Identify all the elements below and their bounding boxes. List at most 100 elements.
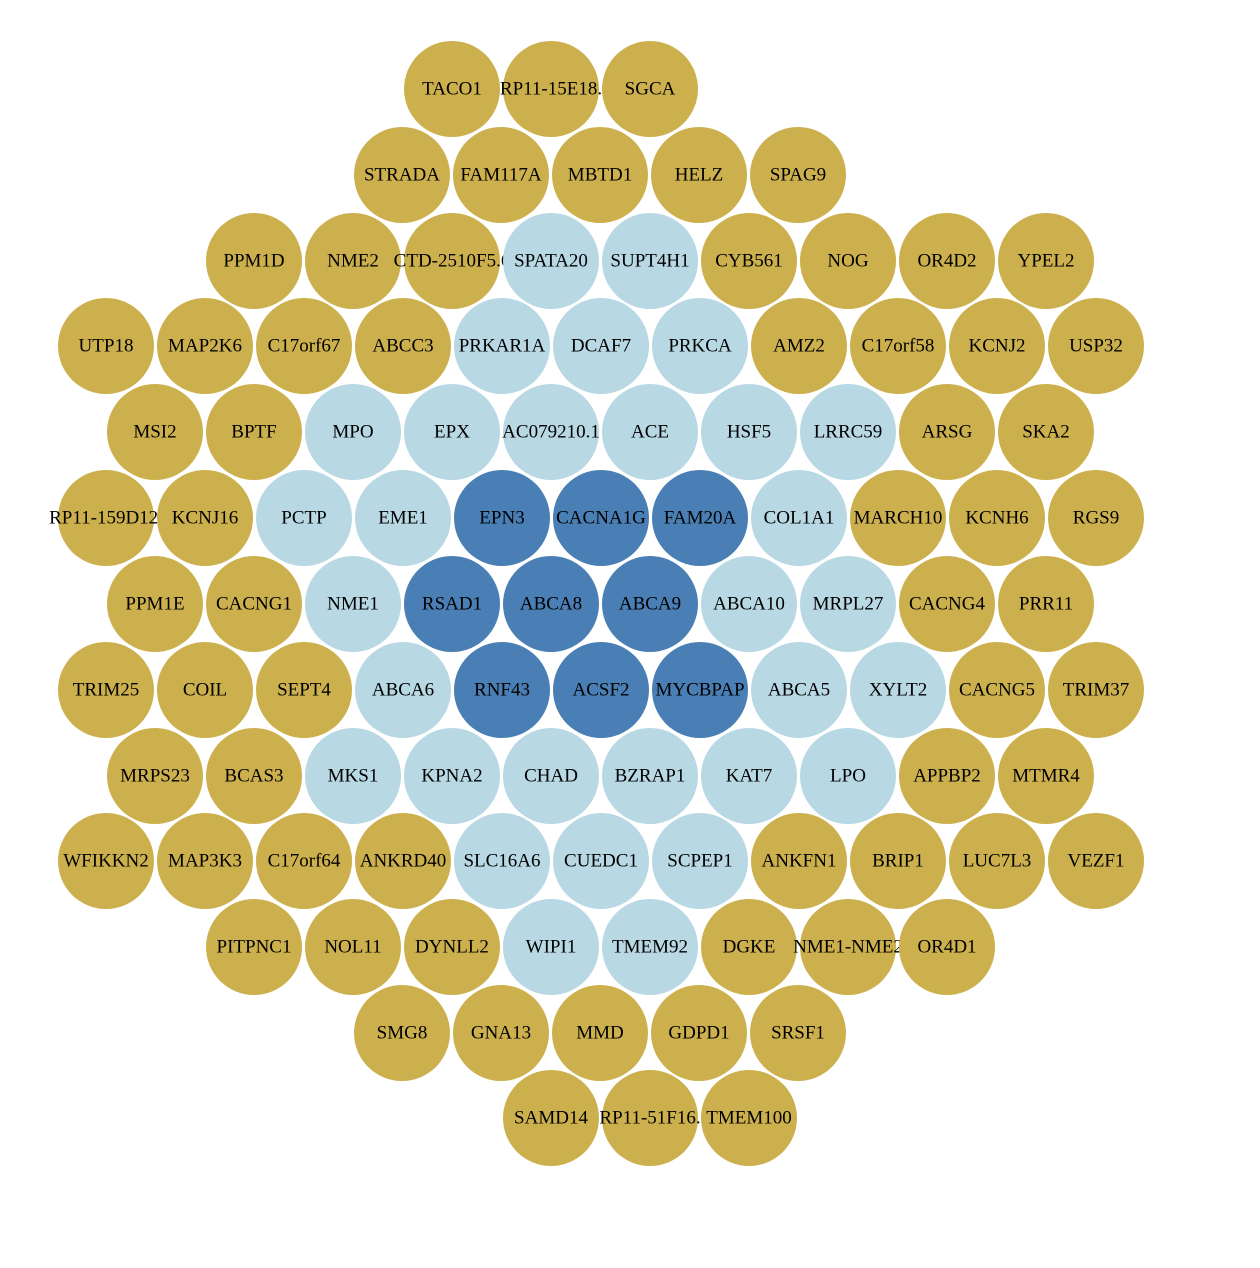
gene-node: KCNJ2 <box>949 298 1045 394</box>
gene-node-label: KPNA2 <box>421 766 482 787</box>
gene-node: ACSF2 <box>553 642 649 738</box>
gene-node: ABCA5 <box>751 642 847 738</box>
gene-node: CUEDC1 <box>553 813 649 909</box>
gene-node-circle <box>998 384 1094 480</box>
gene-node: ARSG <box>899 384 995 480</box>
gene-node-circle <box>305 384 401 480</box>
gene-node-label: ARSG <box>922 422 973 443</box>
gene-node-circle <box>58 470 154 566</box>
gene-node: BCAS3 <box>206 728 302 824</box>
gene-node-circle <box>354 985 450 1081</box>
gene-node: EPX <box>404 384 500 480</box>
gene-node-circle <box>503 556 599 652</box>
gene-node-circle <box>454 813 550 909</box>
gene-node: MSI2 <box>107 384 203 480</box>
gene-node-label: COL1A1 <box>764 508 835 529</box>
gene-node: KCNJ16 <box>157 470 253 566</box>
gene-node-label: XYLT2 <box>869 680 927 701</box>
gene-node: ABCA6 <box>355 642 451 738</box>
gene-node-circle <box>305 899 401 995</box>
gene-node-label: MMD <box>576 1023 624 1044</box>
gene-node: FAM117A <box>453 127 549 223</box>
gene-node-label: NOG <box>827 251 868 272</box>
gene-node: COL1A1 <box>751 470 847 566</box>
gene-node-circle <box>701 384 797 480</box>
gene-node-circle <box>602 384 698 480</box>
gene-node-circle <box>453 127 549 223</box>
gene-node-circle <box>998 213 1094 309</box>
gene-node-label: RP11-51F16. <box>599 1108 700 1129</box>
gene-node-label: TACO1 <box>422 79 482 100</box>
gene-node-label: RP11-15E18. <box>500 79 602 100</box>
gene-node-circle <box>503 213 599 309</box>
gene-node: CACNA1G <box>553 470 649 566</box>
gene-node: MRPS23 <box>107 728 203 824</box>
gene-node: ABCC3 <box>355 298 451 394</box>
gene-node-circle <box>553 470 649 566</box>
gene-node-label: BPTF <box>231 422 276 443</box>
gene-node-circle <box>1048 642 1144 738</box>
gene-node: MMD <box>552 985 648 1081</box>
gene-node-circle <box>404 213 500 309</box>
gene-node-label: LRRC59 <box>814 422 883 443</box>
gene-node-circle <box>503 899 599 995</box>
gene-node-label: SPATA20 <box>514 251 588 272</box>
gene-node-circle <box>157 298 253 394</box>
gene-node: ANKRD40 <box>355 813 451 909</box>
gene-node-label: BCAS3 <box>224 766 283 787</box>
gene-node: SGCA <box>602 41 698 137</box>
gene-node-label: PPM1D <box>223 251 284 272</box>
gene-node-label: SKA2 <box>1022 422 1070 443</box>
gene-node-label: HSF5 <box>727 422 771 443</box>
gene-node-label: DGKE <box>723 937 776 958</box>
gene-node-label: SCPEP1 <box>667 851 732 872</box>
gene-node-label: SRSF1 <box>771 1023 825 1044</box>
gene-node: SKA2 <box>998 384 1094 480</box>
gene-node-label: SUPT4H1 <box>610 251 689 272</box>
gene-node: FAM20A <box>652 470 748 566</box>
gene-node-label: MBTD1 <box>568 165 632 186</box>
gene-node: PCTP <box>256 470 352 566</box>
gene-node: NME1-NME2 <box>793 899 903 995</box>
gene-node: MTMR4 <box>998 728 1094 824</box>
gene-node-circle <box>58 813 154 909</box>
gene-node-label: PCTP <box>281 508 326 529</box>
gene-node-circle <box>107 728 203 824</box>
gene-node-circle <box>602 41 698 137</box>
gene-node-circle <box>701 213 797 309</box>
gene-node: MAP3K3 <box>157 813 253 909</box>
gene-node-label: TMEM100 <box>706 1108 792 1129</box>
gene-node: C17orf58 <box>850 298 946 394</box>
gene-node-label: KCNH6 <box>965 508 1028 529</box>
gene-node-circle <box>800 384 896 480</box>
gene-node-label: EME1 <box>378 508 428 529</box>
gene-node-circle <box>256 813 352 909</box>
gene-node: WFIKKN2 <box>58 813 154 909</box>
gene-node: LPO <box>800 728 896 824</box>
gene-node-circle <box>949 642 1045 738</box>
gene-node-circle <box>552 985 648 1081</box>
gene-node-label: AC079210.1 <box>502 422 600 443</box>
gene-node: APPBP2 <box>899 728 995 824</box>
gene-node-circle <box>800 213 896 309</box>
gene-node-label: SAMD14 <box>514 1108 588 1129</box>
gene-node-circle <box>652 298 748 394</box>
gene-node-circle <box>206 899 302 995</box>
gene-node-circle <box>751 470 847 566</box>
gene-node-label: NME1 <box>327 594 379 615</box>
gene-node-circle <box>454 298 550 394</box>
gene-node: ABCA8 <box>503 556 599 652</box>
gene-node-label: FAM20A <box>664 508 737 529</box>
gene-node-circle <box>602 728 698 824</box>
gene-node-circle <box>157 470 253 566</box>
gene-node-circle <box>701 556 797 652</box>
gene-node: UTP18 <box>58 298 154 394</box>
gene-node: TMEM92 <box>602 899 698 995</box>
gene-node-label: MYCBPAP <box>655 680 744 701</box>
gene-node-label: TRIM37 <box>1063 680 1130 701</box>
gene-node: SEPT4 <box>256 642 352 738</box>
gene-node-label: CACNA1G <box>556 508 646 529</box>
gene-node-circle <box>256 470 352 566</box>
gene-node-circle <box>107 556 203 652</box>
